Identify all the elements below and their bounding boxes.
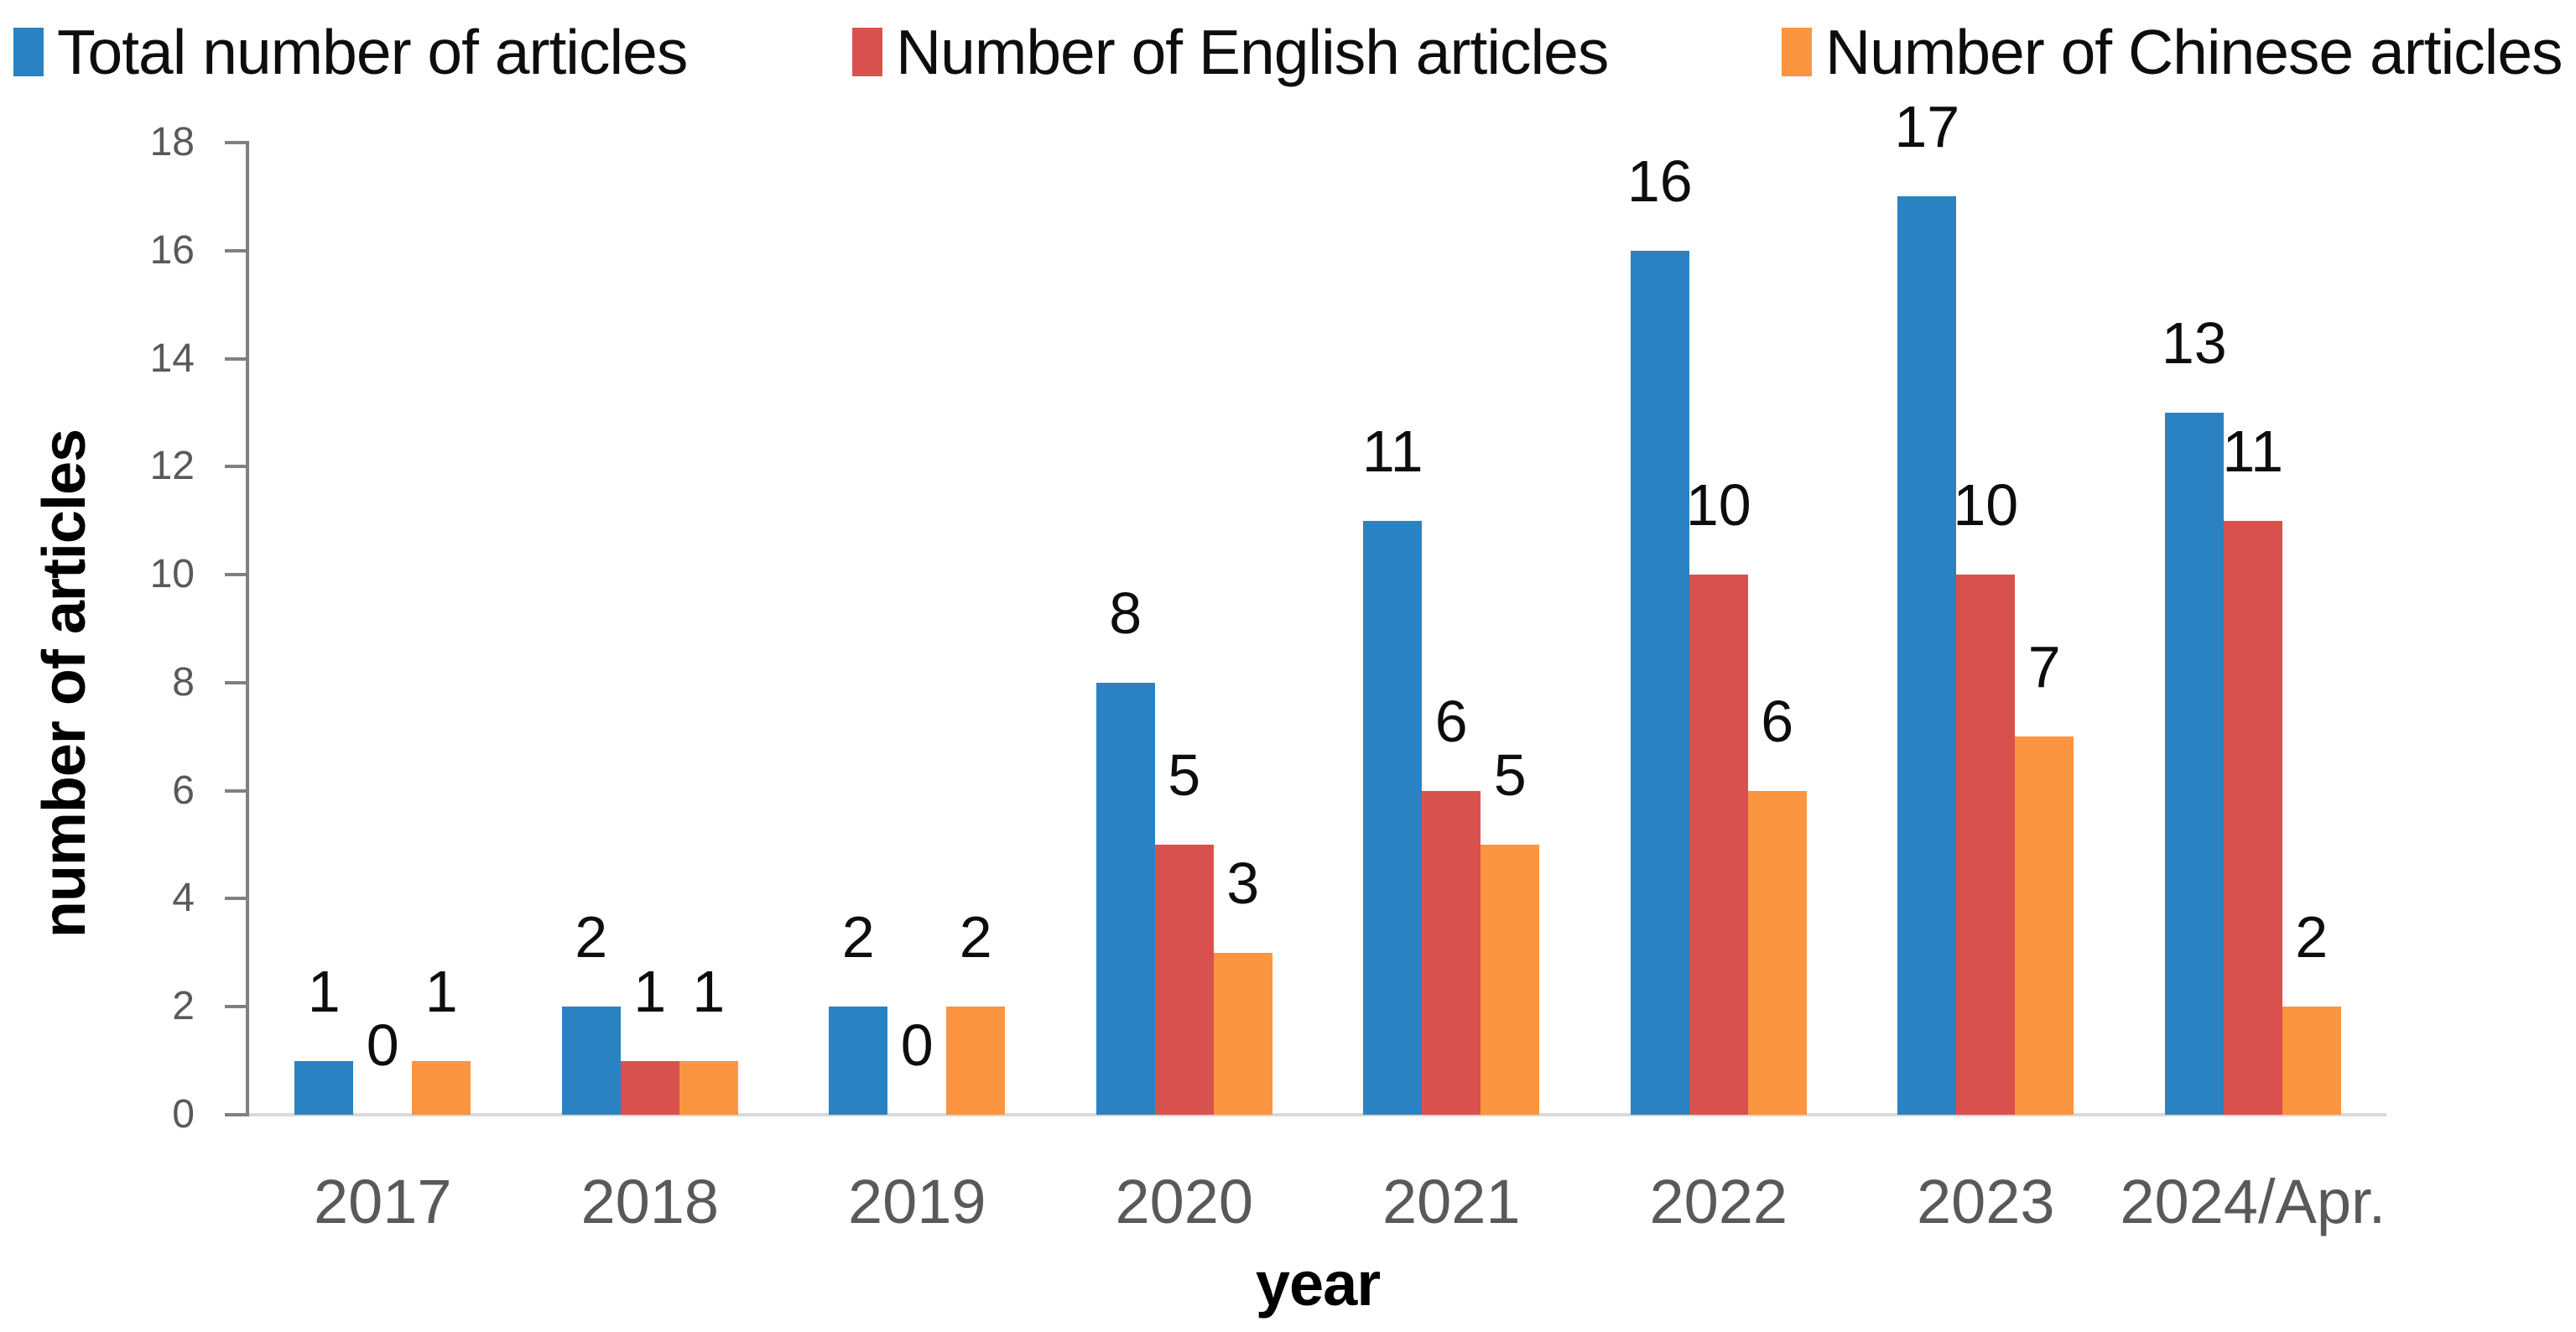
bar-value-label: 0 — [900, 1012, 934, 1078]
y-tick-label: 8 — [172, 659, 195, 705]
bar-value-label: 17 — [1894, 94, 1960, 160]
bar — [2282, 1007, 2341, 1115]
bar-value-label: 10 — [1685, 472, 1751, 539]
bar-value-label: 1 — [307, 958, 341, 1024]
y-tick-mark — [225, 897, 249, 901]
bar — [294, 1060, 354, 1115]
y-tick-label: 12 — [149, 444, 195, 489]
x-tick-label: 2019 — [847, 1167, 986, 1236]
legend-item-english: Number of English articles — [852, 10, 1609, 94]
legend-item-total: Total number of articles — [13, 10, 688, 94]
bar-value-label: 7 — [2027, 634, 2061, 700]
x-tick-label: 2022 — [1649, 1167, 1788, 1236]
y-tick-mark — [225, 356, 249, 361]
legend-label-total: Total number of articles — [57, 17, 688, 87]
bar-value-label: 6 — [1434, 688, 1468, 754]
legend-swatch-english-icon — [852, 28, 882, 76]
bar — [1956, 575, 2016, 1115]
y-tick-mark — [225, 465, 249, 469]
bar — [1095, 682, 1155, 1115]
bar-value-label: 11 — [1361, 418, 1423, 484]
bar — [2223, 520, 2282, 1115]
legend-label-english: Number of English articles — [896, 17, 1609, 87]
y-tick-mark — [225, 1005, 249, 1009]
y-tick-label: 14 — [149, 336, 195, 381]
bar-value-label: 10 — [1953, 472, 2019, 539]
y-tick-label: 4 — [172, 876, 195, 921]
x-axis-title: year — [1255, 1249, 1381, 1319]
x-tick-label: 2017 — [313, 1167, 452, 1236]
bar — [620, 1060, 679, 1115]
x-tick-label: 2021 — [1382, 1167, 1521, 1236]
x-tick-label: 2020 — [1115, 1167, 1254, 1236]
bar-value-label: 1 — [424, 958, 458, 1024]
bar-value-label: 11 — [2222, 418, 2284, 484]
bar — [1689, 575, 1748, 1115]
bar — [561, 1007, 621, 1115]
bar — [1422, 790, 1481, 1115]
legend-item-chinese: Number of Chinese articles — [1782, 10, 2563, 94]
y-tick-mark — [225, 141, 249, 144]
y-tick-label: 0 — [172, 1092, 195, 1137]
bar — [1897, 196, 1957, 1115]
y-tick-mark — [225, 573, 249, 577]
bar-value-label: 1 — [633, 958, 667, 1024]
x-tick-label: 2024/Apr. — [2120, 1167, 2386, 1236]
bar — [2015, 736, 2074, 1115]
bar-value-label: 13 — [2161, 310, 2227, 376]
bar — [1747, 790, 1807, 1115]
y-axis-line — [246, 143, 249, 1115]
bar-value-label: 16 — [1626, 148, 1693, 214]
bar — [1154, 845, 1214, 1115]
bar-value-label: 6 — [1761, 688, 1794, 754]
bar — [829, 1007, 888, 1115]
y-tick-mark — [225, 680, 249, 684]
bar-value-label: 2 — [575, 904, 608, 970]
bar-value-label: 5 — [1168, 742, 1201, 809]
bar — [412, 1060, 471, 1115]
y-tick-mark — [225, 788, 249, 793]
bar-value-label: 3 — [1226, 850, 1260, 916]
y-tick-label: 2 — [172, 984, 195, 1029]
bar — [946, 1007, 1006, 1115]
legend-swatch-chinese-icon — [1782, 28, 1812, 76]
legend-label-chinese: Number of Chinese articles — [1825, 17, 2563, 87]
y-tick-label: 18 — [149, 120, 195, 164]
y-tick-mark — [225, 248, 249, 252]
bar — [1630, 250, 1689, 1115]
y-tick-mark — [225, 1113, 249, 1116]
bar — [1213, 952, 1272, 1115]
x-axis-line — [249, 1113, 2386, 1116]
bar-value-label: 2 — [2295, 904, 2329, 970]
y-tick-label: 10 — [149, 552, 195, 597]
bar-value-label: 5 — [1493, 742, 1527, 809]
bar-value-label: 8 — [1109, 580, 1142, 646]
y-tick-label: 6 — [172, 767, 195, 813]
bar — [1481, 845, 1540, 1115]
bar-value-label: 0 — [366, 1012, 399, 1078]
y-tick-label: 16 — [149, 227, 195, 273]
bar — [2164, 412, 2224, 1115]
legend: Total number of articles Number of Engli… — [0, 10, 2576, 94]
bar-value-label: 1 — [692, 958, 726, 1024]
x-tick-label: 2023 — [1916, 1167, 2055, 1236]
x-tick-label: 2018 — [580, 1167, 720, 1236]
bar-value-label: 2 — [841, 904, 875, 970]
legend-swatch-total-icon — [13, 28, 44, 76]
bar-value-label: 2 — [959, 904, 992, 970]
bar — [1363, 520, 1423, 1115]
bar — [679, 1060, 738, 1115]
